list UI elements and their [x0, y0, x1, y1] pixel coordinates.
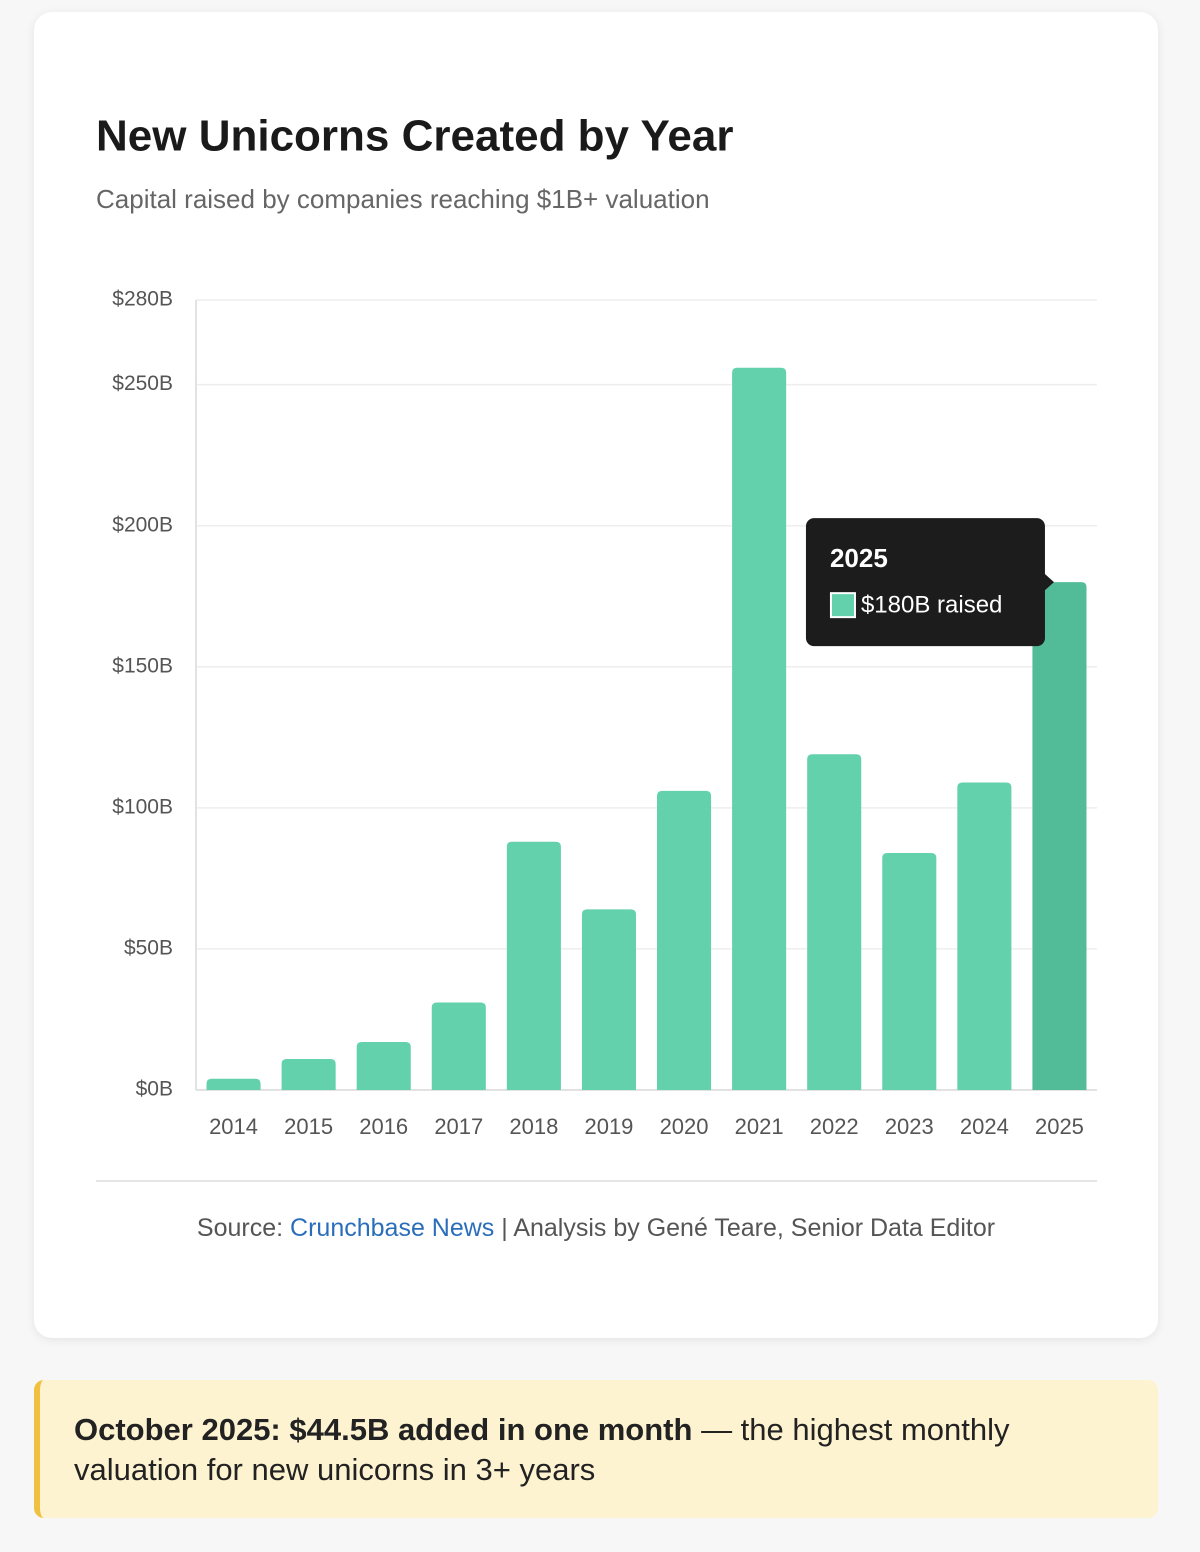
tooltip-title: 2025: [830, 543, 888, 573]
chart-subtitle: Capital raised by companies reaching $1B…: [96, 184, 710, 214]
bar: [581, 909, 636, 1090]
callout-bold: October 2025: $44.5B added in one month: [74, 1412, 693, 1447]
bar: [281, 1058, 336, 1090]
callout-text: — the highest monthly valuation for new …: [74, 1412, 1010, 1487]
bar: [431, 1002, 486, 1090]
x-tick-label: 2018: [509, 1114, 558, 1139]
footer-suffix: | Analysis by Gené Teare, Senior Data Ed…: [501, 1214, 996, 1242]
x-tick-label: 2022: [810, 1114, 859, 1139]
x-tick-label: 2020: [660, 1114, 709, 1139]
y-tick-label: $250B: [112, 372, 173, 395]
bar: [882, 853, 937, 1090]
bar: [206, 1078, 261, 1090]
tooltip-label: $180B raised: [861, 591, 1002, 618]
bar: [1032, 582, 1087, 1090]
x-tick-label: 2014: [209, 1114, 258, 1139]
x-tick-label: 2019: [584, 1114, 633, 1139]
chart: New Unicorns Created by Year Capital rai…: [96, 112, 1097, 1182]
x-tick-label: 2024: [960, 1114, 1009, 1139]
tooltip: 2025 $180B raised: [805, 518, 1054, 647]
bar: [732, 367, 787, 1090]
callout: October 2025: $44.5B added in one month …: [34, 1380, 1158, 1518]
chart-card: New Unicorns Created by Year Capital rai…: [34, 12, 1158, 1338]
bar: [506, 841, 561, 1090]
tooltip-box: [805, 518, 1045, 647]
x-tick-label: 2015: [284, 1114, 333, 1139]
tooltip-arrow: [1043, 573, 1054, 592]
bar: [657, 790, 712, 1090]
y-tick-label: $280B: [112, 288, 173, 311]
y-tick-label: $150B: [112, 654, 173, 677]
bar: [807, 754, 862, 1090]
chart-title: New Unicorns Created by Year: [96, 112, 733, 161]
y-tick-label: $50B: [124, 936, 173, 959]
x-tick-label: 2016: [359, 1114, 408, 1139]
y-tick-label: $200B: [112, 513, 173, 536]
x-tick-label: 2023: [885, 1114, 934, 1139]
tooltip-swatch: [829, 592, 856, 619]
y-tick-label: $0B: [136, 1078, 173, 1101]
x-tick-label: 2021: [735, 1114, 784, 1139]
bar: [356, 1042, 411, 1090]
footer-prefix: Source:: [196, 1214, 284, 1242]
x-tick-label: 2025: [1035, 1114, 1084, 1139]
x-tick-label: 2017: [434, 1114, 483, 1139]
footer: Source: Crunchbase News | Analysis by Ge…: [34, 1214, 1158, 1243]
bar: [957, 782, 1012, 1090]
y-tick-label: $100B: [112, 795, 173, 818]
footer-link[interactable]: Crunchbase News: [290, 1214, 495, 1242]
